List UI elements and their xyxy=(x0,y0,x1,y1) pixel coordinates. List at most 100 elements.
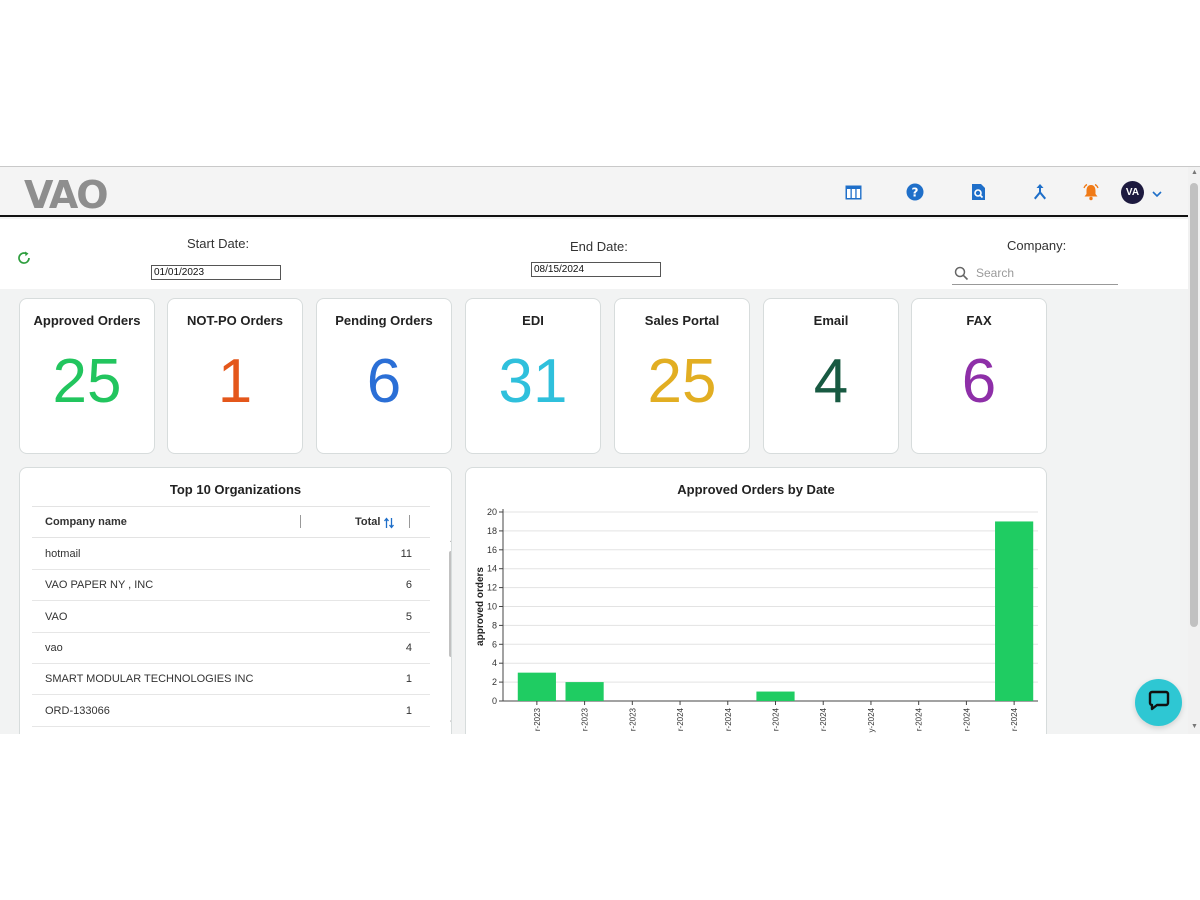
table-row[interactable]: SMART MODULAR TECHNOLOGIES INC 1 xyxy=(32,663,430,696)
table-row[interactable]: hotmail 11 xyxy=(32,538,430,570)
company-name-cell: vao xyxy=(45,641,63,654)
chart-bar xyxy=(517,672,556,701)
x-tick-label: r-2023 xyxy=(533,707,542,731)
total-cell: 1 xyxy=(405,673,412,686)
column-divider xyxy=(300,515,301,528)
y-tick-label: 16 xyxy=(487,545,497,555)
y-tick-label: 10 xyxy=(487,602,497,612)
card-edi[interactable]: EDI 31 xyxy=(465,298,601,454)
card-sales-portal[interactable]: Sales Portal 25 xyxy=(614,298,750,454)
company-search xyxy=(952,262,1118,285)
y-tick-label: 12 xyxy=(487,583,497,593)
chevron-down-icon[interactable] xyxy=(1152,185,1162,203)
card-value: 6 xyxy=(961,347,997,416)
company-label: Company: xyxy=(1007,238,1067,253)
bell-icon[interactable] xyxy=(1082,183,1100,201)
y-tick-label: 8 xyxy=(492,620,497,630)
card-title: FAX xyxy=(966,313,992,328)
search-icon xyxy=(954,266,969,286)
table-row[interactable]: VAO 5 xyxy=(32,601,430,633)
x-tick-label: r-2024 xyxy=(1010,707,1019,731)
x-tick-label: r-2024 xyxy=(676,707,685,731)
top-navbar: VAO ? VA xyxy=(0,167,1188,217)
x-tick-label: r-2024 xyxy=(915,707,924,731)
end-date-input[interactable] xyxy=(531,262,661,277)
card-fax[interactable]: FAX 6 xyxy=(911,298,1047,454)
column-header-company[interactable]: Company name xyxy=(45,516,127,528)
chart-bar xyxy=(995,521,1034,701)
total-cell: 1 xyxy=(405,704,412,717)
y-tick-label: 0 xyxy=(492,696,497,706)
company-name-cell: SMART MODULAR TECHNOLOGIES INC xyxy=(45,673,254,686)
scroll-down-icon[interactable]: ▼ xyxy=(449,720,451,726)
card-pending-orders[interactable]: Pending Orders 6 xyxy=(316,298,452,454)
y-tick-label: 2 xyxy=(492,677,497,687)
table-row[interactable]: ORD-133066 1 xyxy=(32,695,430,727)
x-tick-label: r-2024 xyxy=(724,707,733,731)
document-search-icon[interactable] xyxy=(969,183,987,201)
table-scrollbar[interactable]: ▲ ▼ xyxy=(448,538,451,730)
y-tick-label: 6 xyxy=(492,639,497,649)
app-window: VAO ? VA Start Date: End Date: Company: xyxy=(0,166,1200,734)
column-divider xyxy=(409,515,410,528)
company-name-cell: hotmail xyxy=(45,548,81,560)
card-email[interactable]: Email 4 xyxy=(763,298,899,454)
end-date-label: End Date: xyxy=(570,239,628,254)
x-tick-label: r-2023 xyxy=(628,707,637,731)
help-icon[interactable]: ? xyxy=(906,183,924,201)
card-title: Approved Orders xyxy=(33,313,141,328)
page-scrollbar-thumb[interactable] xyxy=(1190,183,1198,627)
table-icon[interactable] xyxy=(844,183,862,201)
chart-title: Approved Orders by Date xyxy=(677,482,835,497)
sort-icon[interactable] xyxy=(383,516,395,534)
bar-chart: 0 2 4 6 8 10 12 14 16 18 20 approved orders r-2023 r-… xyxy=(475,507,1038,732)
table-row[interactable]: VAO PAPER NY , INC 6 xyxy=(32,569,430,602)
scroll-up-icon[interactable]: ▲ xyxy=(449,538,451,544)
approved-orders-chart-panel: Approved Orders by Date 0 2 4 6 8 10 12 14 16 18 2… xyxy=(465,467,1047,734)
card-not-po-orders[interactable]: NOT-PO Orders 1 xyxy=(167,298,303,454)
company-search-input[interactable] xyxy=(976,264,1112,282)
card-value: 25 xyxy=(647,347,717,416)
card-title: EDI xyxy=(522,313,544,328)
chart-bar xyxy=(565,682,604,701)
total-cell: 5 xyxy=(405,610,412,623)
card-title: Sales Portal xyxy=(644,313,720,328)
chart-bar xyxy=(756,691,795,701)
chat-icon xyxy=(1147,688,1171,717)
scroll-up-icon[interactable]: ▲ xyxy=(1191,169,1198,176)
card-value: 31 xyxy=(498,347,568,416)
x-tick-label: r-2024 xyxy=(962,707,971,731)
start-date-input[interactable] xyxy=(151,265,281,280)
card-title: Pending Orders xyxy=(335,313,433,328)
company-name-cell: VAO xyxy=(45,610,68,623)
x-tick-label: y-2024 xyxy=(867,707,876,732)
table-header: Company name Total xyxy=(32,506,430,538)
card-value: 6 xyxy=(366,347,402,416)
panel-title: Top 10 Organizations xyxy=(169,482,302,497)
total-cell: 6 xyxy=(405,579,412,592)
company-name-cell: VAO PAPER NY , INC xyxy=(45,579,154,592)
y-tick-label: 4 xyxy=(492,658,497,668)
company-name-cell: ORD-133066 xyxy=(45,704,110,717)
chat-button[interactable] xyxy=(1135,679,1182,726)
svg-text:?: ? xyxy=(912,186,919,200)
total-cell: 4 xyxy=(405,641,412,654)
table-row[interactable]: vao 4 xyxy=(32,632,430,664)
top-organizations-panel: Top 10 Organizations Company name Total … xyxy=(19,467,452,734)
merge-icon[interactable] xyxy=(1031,183,1049,201)
column-header-total[interactable]: Total xyxy=(355,516,381,528)
card-title: NOT-PO Orders xyxy=(186,313,284,328)
refresh-icon[interactable] xyxy=(16,250,32,271)
scroll-down-icon[interactable]: ▼ xyxy=(1191,723,1198,730)
table-scrollbar-thumb[interactable] xyxy=(449,551,451,657)
card-value: 4 xyxy=(813,347,849,416)
y-tick-label: 14 xyxy=(487,564,497,574)
page-scrollbar[interactable]: ▲ ▼ xyxy=(1188,167,1200,734)
card-value: 1 xyxy=(217,347,253,416)
card-title: Email xyxy=(813,313,849,328)
start-date-label: Start Date: xyxy=(187,236,250,251)
app-logo[interactable]: VAO xyxy=(24,173,109,217)
card-approved-orders[interactable]: Approved Orders 25 xyxy=(19,298,155,454)
user-avatar[interactable]: VA xyxy=(1121,181,1144,204)
x-tick-label: r-2024 xyxy=(819,707,828,731)
